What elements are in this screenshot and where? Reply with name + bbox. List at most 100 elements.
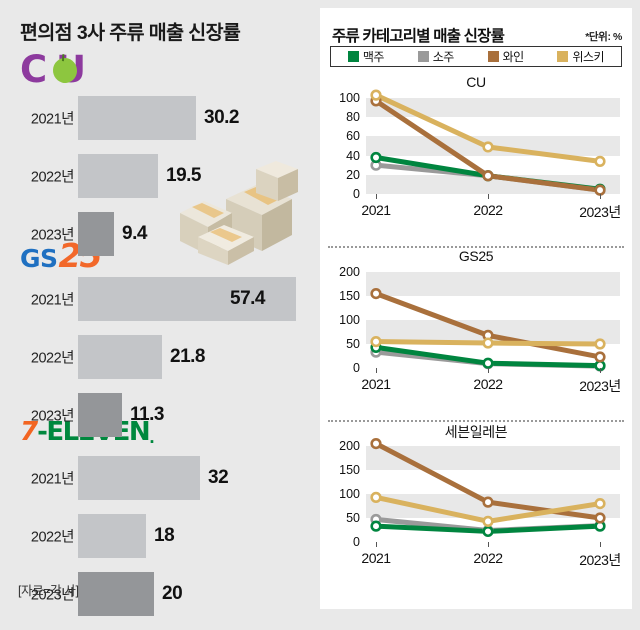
chart-divider bbox=[328, 420, 624, 422]
x-tick-mark bbox=[488, 194, 489, 199]
plot-area bbox=[366, 438, 620, 542]
bar-value: 32 bbox=[208, 467, 229, 488]
data-point-marker bbox=[594, 338, 606, 350]
bar-value: 19.5 bbox=[166, 165, 201, 186]
data-point-marker bbox=[370, 438, 382, 450]
bar-year-label: 2021년 bbox=[30, 111, 75, 128]
data-point-marker bbox=[482, 170, 494, 182]
x-axis-labels: 2021 2022 2023년 bbox=[350, 202, 630, 222]
y-tick-label: 60 bbox=[346, 129, 360, 144]
data-point-marker bbox=[370, 89, 382, 101]
y-tick-label: 0 bbox=[353, 361, 360, 375]
bar-track: 9.4 bbox=[78, 212, 316, 256]
bar-track: 19.5 bbox=[78, 154, 316, 198]
legend-label: 와인 bbox=[502, 50, 525, 64]
data-point-marker bbox=[482, 141, 494, 153]
data-point-marker bbox=[482, 525, 494, 538]
series-lines bbox=[370, 89, 606, 196]
bar-track: 21.8 bbox=[78, 335, 316, 379]
seven-eleven-logo-seven: 7 bbox=[20, 417, 38, 447]
bar-track: 18 bbox=[78, 514, 316, 558]
cardboard-boxes-illustration bbox=[180, 161, 298, 265]
grid-band bbox=[366, 272, 620, 296]
x-axis-labels: 2021 2022 2023년 bbox=[350, 550, 630, 570]
x-axis-labels: 2021 2022 2023년 bbox=[350, 376, 630, 396]
x-tick-label: 2021 bbox=[361, 376, 391, 392]
bar-year-label: 2023년 bbox=[30, 227, 75, 244]
x-axis bbox=[366, 368, 620, 373]
legend-label: 소주 bbox=[432, 50, 455, 64]
legend-swatch-icon bbox=[347, 51, 359, 62]
brand-logo-cu: C U bbox=[20, 50, 116, 90]
bar-fill bbox=[78, 277, 296, 321]
bar-year-label: 2022년 bbox=[30, 529, 75, 546]
y-tick-label: 150 bbox=[339, 463, 360, 477]
x-tick-mark bbox=[600, 542, 601, 547]
grid-band bbox=[366, 174, 620, 194]
data-point-marker bbox=[594, 155, 606, 167]
seven-eleven-logo-dot: . bbox=[149, 429, 155, 447]
y-tick-label: 20 bbox=[346, 167, 360, 182]
bar-value: 20 bbox=[162, 583, 183, 604]
y-tick-label: 200 bbox=[339, 439, 360, 453]
bar-track: 57.4 bbox=[78, 277, 316, 321]
data-point-marker bbox=[594, 497, 606, 510]
y-tick-label: 80 bbox=[346, 110, 360, 125]
bar-value: 9.4 bbox=[122, 223, 147, 244]
data-point-marker bbox=[594, 512, 606, 524]
data-point-marker bbox=[370, 335, 382, 348]
data-point-marker bbox=[482, 357, 494, 369]
right-panel: 주류 카테고리별 매출 신장률 *단위: % 맥주 소주 와인 위스키 CU bbox=[320, 8, 632, 609]
x-tick-mark bbox=[376, 542, 377, 547]
bar-year-label: 2023년 bbox=[30, 587, 75, 604]
bar-fill bbox=[78, 96, 196, 140]
y-axis-ticks: 0 20 40 60 80 100 bbox=[320, 91, 364, 201]
legend-item-whisky: 위스키 bbox=[557, 48, 605, 65]
bar-value: 11.3 bbox=[130, 404, 164, 425]
legend-label: 맥주 bbox=[362, 50, 385, 64]
x-tick-label: 2022 bbox=[473, 550, 503, 566]
bar-row: 2022년 18 bbox=[0, 514, 316, 558]
x-tick-mark bbox=[376, 368, 377, 373]
x-tick-mark bbox=[488, 368, 489, 373]
x-axis bbox=[366, 194, 620, 199]
x-tick-label: 2021 bbox=[361, 550, 391, 566]
chart-title: CU bbox=[466, 74, 486, 90]
bar-group-gs25: 2021년 57.4 2022년 21.8 2023년 11.3 bbox=[0, 277, 316, 451]
data-point-marker bbox=[482, 337, 494, 349]
bar-row: 2021년 57.4 bbox=[0, 277, 316, 321]
chart-divider bbox=[328, 246, 624, 248]
bar-fill bbox=[78, 572, 154, 616]
bar-row: 2023년 20 bbox=[0, 572, 316, 616]
legend-item-wine: 와인 bbox=[487, 48, 525, 65]
bar-row: 2021년 32 bbox=[0, 456, 316, 500]
bar-row: 2022년 21.8 bbox=[0, 335, 316, 379]
bar-track: 32 bbox=[78, 456, 316, 500]
right-panel-title: 주류 카테고리별 매출 신장률 bbox=[332, 28, 505, 45]
y-tick-label: 150 bbox=[339, 289, 360, 303]
bar-track: 11.3 bbox=[78, 393, 316, 437]
series-lines bbox=[370, 287, 606, 372]
bar-fill bbox=[78, 393, 122, 437]
legend-item-soju: 소주 bbox=[417, 48, 455, 65]
x-tick-label: 2022 bbox=[473, 376, 503, 392]
plot-area bbox=[366, 272, 620, 372]
legend-item-beer: 맥주 bbox=[347, 48, 385, 65]
bar-fill bbox=[78, 335, 162, 379]
bar-value: 21.8 bbox=[170, 346, 205, 367]
x-tick-mark bbox=[600, 194, 601, 199]
y-tick-label: 0 bbox=[353, 535, 360, 549]
bar-year-label: 2023년 bbox=[30, 408, 75, 425]
bar-fill bbox=[78, 212, 114, 256]
data-point-marker bbox=[482, 496, 494, 508]
y-tick-label: 200 bbox=[339, 265, 360, 279]
grid-band bbox=[366, 98, 620, 118]
x-tick-mark bbox=[376, 194, 377, 199]
series-lines bbox=[370, 438, 606, 538]
data-point-marker bbox=[370, 491, 382, 503]
x-tick-label: 2023년 bbox=[579, 204, 621, 220]
bar-track: 20 bbox=[78, 572, 316, 616]
chart-legend: 맥주 소주 와인 위스키 bbox=[330, 46, 622, 67]
infographic-root: 편의점 3사 주류 매출 신장률 C U GS25 7-ELEVEN. 2021… bbox=[0, 0, 640, 617]
x-tick-mark bbox=[600, 368, 601, 373]
